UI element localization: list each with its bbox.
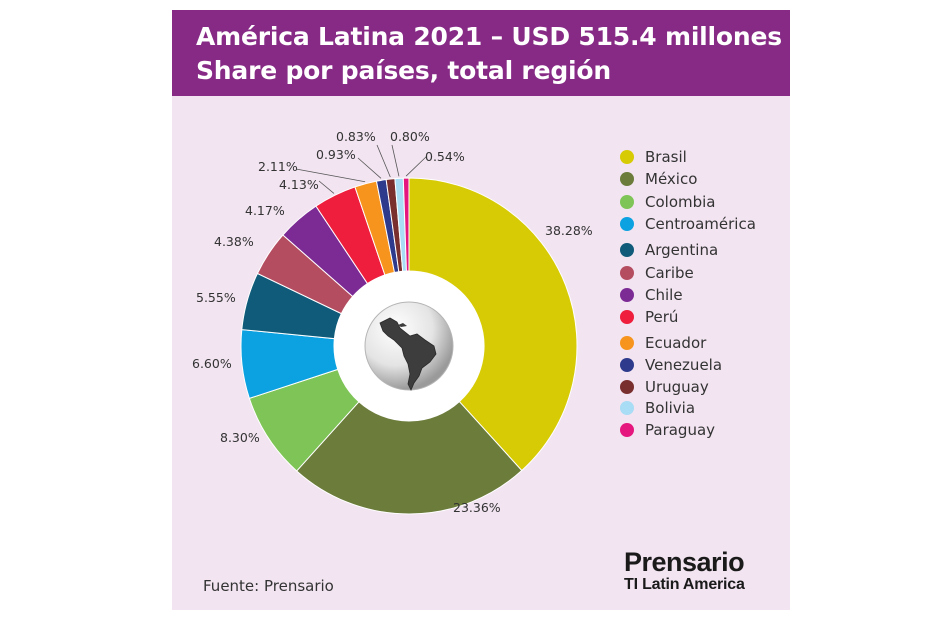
leader-line-paraguay <box>405 155 428 177</box>
source-note: Fuente: Prensario <box>203 577 334 595</box>
legend-swatch-peru <box>620 310 634 324</box>
data-label-uruguay: 0.83% <box>336 129 376 144</box>
logo-main-text: Prensario <box>624 547 745 577</box>
data-label-mexico: 23.36% <box>453 500 501 515</box>
data-label-centroamerica: 6.60% <box>192 356 232 371</box>
data-label-chile: 4.17% <box>245 203 285 218</box>
legend-label-peru: Perú <box>645 308 678 326</box>
data-label-brasil: 38.28% <box>545 223 593 238</box>
legend-label-argentina: Argentina <box>645 241 718 259</box>
title-banner: América Latina 2021 – USD 515.4 millones… <box>172 10 790 96</box>
legend-label-uruguay: Uruguay <box>645 378 709 396</box>
legend-label-colombia: Colombia <box>645 193 716 211</box>
data-label-ecuador: 2.11% <box>258 159 298 174</box>
legend-label-bolivia: Bolivia <box>645 399 695 417</box>
leader-line-uruguay <box>376 144 391 178</box>
data-label-caribe: 4.38% <box>214 234 254 249</box>
legend-swatch-brasil <box>620 150 634 164</box>
latin-america-globe-icon <box>364 301 454 391</box>
data-label-colombia: 8.30% <box>220 430 260 445</box>
leader-line-bolivia <box>391 144 400 177</box>
legend-swatch-chile <box>620 288 634 302</box>
legend-label-paraguay: Paraguay <box>645 421 715 439</box>
legend-swatch-paraguay <box>620 423 634 437</box>
legend-label-mexico: México <box>645 170 697 188</box>
legend-swatch-ecuador <box>620 336 634 350</box>
data-label-peru: 4.13% <box>279 177 319 192</box>
legend-swatch-venezuela <box>620 358 634 372</box>
leader-line-venezuela <box>357 157 382 179</box>
legend: Brasil México Colombia Centroamérica Argenti… <box>620 148 756 439</box>
legend-label-caribe: Caribe <box>645 264 694 282</box>
legend-swatch-uruguay <box>620 380 634 394</box>
leader-lines <box>295 144 428 194</box>
legend-label-ecuador: Ecuador <box>645 334 707 352</box>
legend-swatch-argentina <box>620 243 634 257</box>
leader-line-peru <box>318 180 335 194</box>
center-globe <box>334 271 484 421</box>
legend-swatch-caribe <box>620 266 634 280</box>
chart-card: América Latina 2021 – USD 515.4 millones… <box>172 10 790 610</box>
legend-label-venezuela: Venezuela <box>645 356 722 374</box>
data-label-venezuela: 0.93% <box>316 147 356 162</box>
data-label-bolivia: 0.80% <box>390 129 430 144</box>
data-label-argentina: 5.55% <box>196 290 236 305</box>
donut-chart: 38.28% 23.36% 8.30% 6.60% 5.55% 4.38% 4.17% 4.1… <box>192 129 756 515</box>
prensario-logo: Prensario TI Latin America <box>624 548 774 594</box>
logo-sub-text: TI Latin America <box>624 576 745 593</box>
chart-title: América Latina 2021 – USD 515.4 millones <box>196 22 782 51</box>
legend-swatch-colombia <box>620 195 634 209</box>
leader-line-ecuador <box>295 168 366 183</box>
data-labels: 38.28% 23.36% 8.30% 6.60% 5.55% 4.38% 4.17% 4.1… <box>192 129 593 515</box>
legend-label-brasil: Brasil <box>645 148 687 166</box>
legend-swatch-mexico <box>620 172 634 186</box>
legend-label-chile: Chile <box>645 286 683 304</box>
legend-swatch-bolivia <box>620 401 634 415</box>
legend-label-centroamerica: Centroamérica <box>645 215 756 233</box>
legend-swatch-centroamerica <box>620 217 634 231</box>
data-label-paraguay: 0.54% <box>425 149 465 164</box>
chart-subtitle: Share por países, total región <box>196 56 611 85</box>
